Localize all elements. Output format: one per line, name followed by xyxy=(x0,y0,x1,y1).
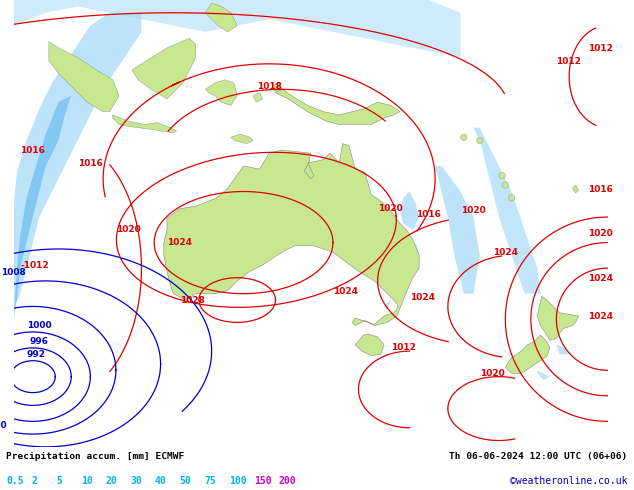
Text: 996: 996 xyxy=(30,337,49,346)
Circle shape xyxy=(499,172,505,179)
Text: 1020: 1020 xyxy=(461,206,486,215)
Text: 1000: 1000 xyxy=(27,321,51,330)
Polygon shape xyxy=(355,334,384,356)
Polygon shape xyxy=(505,335,550,373)
Polygon shape xyxy=(14,0,461,57)
Text: 1020: 1020 xyxy=(588,229,613,238)
Text: 1012: 1012 xyxy=(557,57,581,66)
Text: Th 06-06-2024 12:00 UTC (06+06): Th 06-06-2024 12:00 UTC (06+06) xyxy=(450,452,628,461)
Text: 75: 75 xyxy=(205,475,216,486)
Polygon shape xyxy=(205,3,237,32)
Text: 1016: 1016 xyxy=(416,210,441,219)
Text: ©weatheronline.co.uk: ©weatheronline.co.uk xyxy=(510,475,628,486)
Text: 0.5: 0.5 xyxy=(6,475,24,486)
Circle shape xyxy=(477,137,483,144)
Text: 1020: 1020 xyxy=(116,225,141,234)
Text: 200: 200 xyxy=(279,475,297,486)
Polygon shape xyxy=(164,144,419,325)
Polygon shape xyxy=(132,38,196,99)
Polygon shape xyxy=(273,83,282,93)
Polygon shape xyxy=(276,86,400,124)
Text: 100: 100 xyxy=(230,475,247,486)
Text: 1020: 1020 xyxy=(480,369,505,378)
Polygon shape xyxy=(49,42,119,112)
Circle shape xyxy=(508,195,515,201)
Circle shape xyxy=(461,134,467,141)
Text: 1012: 1012 xyxy=(588,44,613,53)
Polygon shape xyxy=(537,370,550,380)
Text: 1018: 1018 xyxy=(257,82,281,91)
Text: 1024: 1024 xyxy=(410,293,434,302)
Text: 1024: 1024 xyxy=(588,312,613,321)
Text: 1020: 1020 xyxy=(378,204,403,213)
Polygon shape xyxy=(205,80,237,105)
Polygon shape xyxy=(231,134,253,144)
Text: 1028: 1028 xyxy=(180,295,205,305)
Text: 150: 150 xyxy=(254,475,272,486)
Text: 10: 10 xyxy=(81,475,93,486)
Polygon shape xyxy=(474,128,540,294)
Text: 40: 40 xyxy=(155,475,167,486)
Text: 992: 992 xyxy=(27,350,46,359)
Text: 1000: 1000 xyxy=(0,421,6,430)
Text: Precipitation accum. [mm] ECMWF: Precipitation accum. [mm] ECMWF xyxy=(6,452,184,461)
Polygon shape xyxy=(14,13,141,306)
Text: 2: 2 xyxy=(31,475,37,486)
Polygon shape xyxy=(435,166,480,294)
Text: 50: 50 xyxy=(180,475,191,486)
Circle shape xyxy=(502,182,508,188)
Text: -1012: -1012 xyxy=(20,261,49,270)
Text: 1024: 1024 xyxy=(333,287,358,295)
Polygon shape xyxy=(557,345,569,354)
Polygon shape xyxy=(537,296,579,340)
Text: 1016: 1016 xyxy=(20,146,45,155)
Polygon shape xyxy=(384,243,419,310)
Polygon shape xyxy=(253,93,262,102)
Text: 20: 20 xyxy=(105,475,117,486)
Polygon shape xyxy=(573,185,579,193)
Text: 1024: 1024 xyxy=(167,238,192,247)
Text: 1016: 1016 xyxy=(588,185,613,194)
Text: 5: 5 xyxy=(56,475,61,486)
Polygon shape xyxy=(400,192,419,230)
Text: 1008: 1008 xyxy=(1,268,26,276)
Polygon shape xyxy=(113,115,176,133)
Text: 1016: 1016 xyxy=(77,159,103,168)
Text: 30: 30 xyxy=(130,475,142,486)
Polygon shape xyxy=(14,96,71,319)
Text: 1012: 1012 xyxy=(391,343,416,352)
Text: 1024: 1024 xyxy=(493,247,518,257)
Text: 1024: 1024 xyxy=(588,274,613,283)
